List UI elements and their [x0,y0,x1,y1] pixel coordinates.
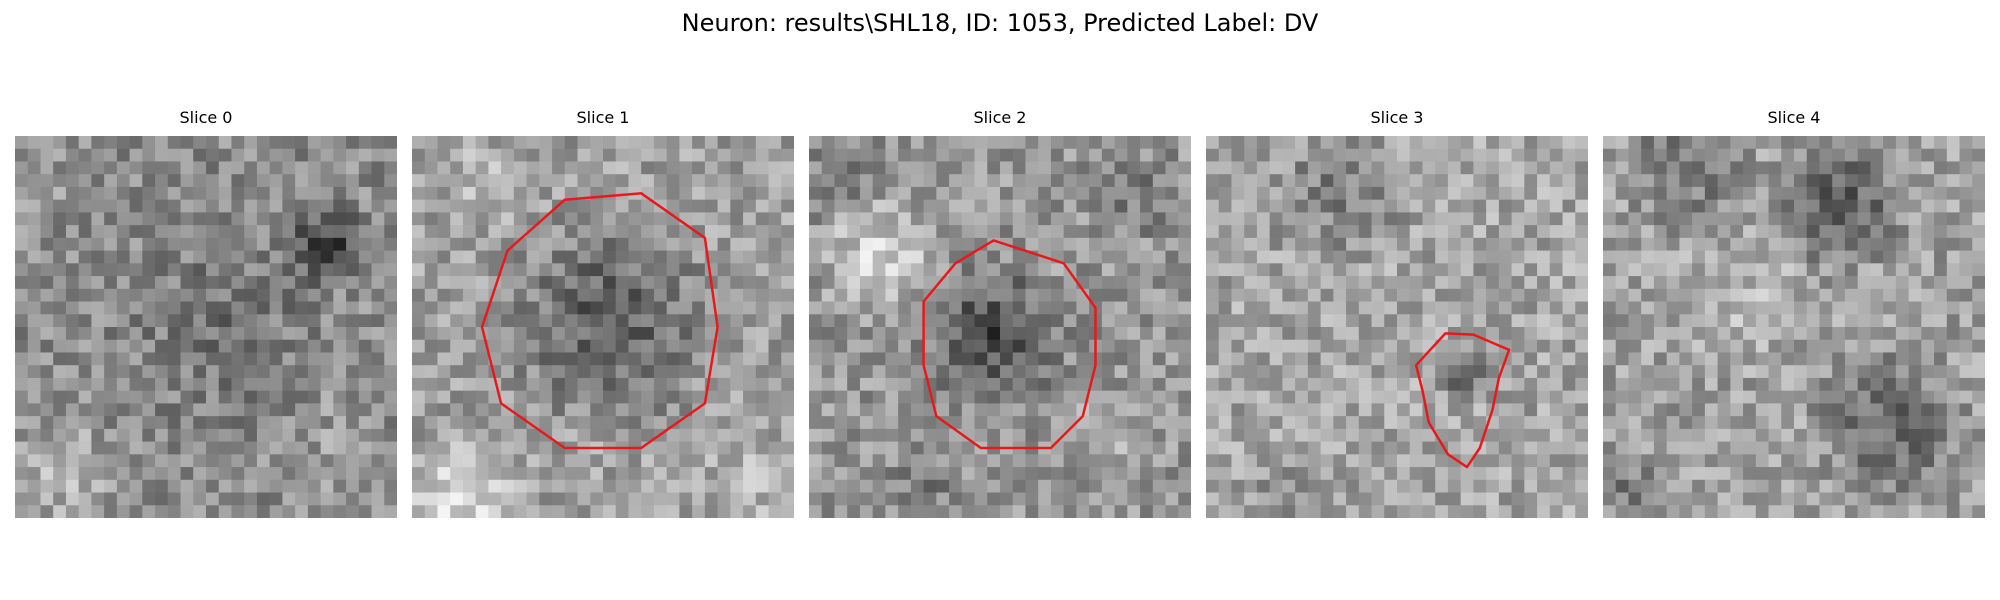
slice-title-3: Slice 3 [1370,108,1424,127]
segmentation-contour-2 [922,239,1097,450]
slice-image-2 [809,136,1191,518]
slice-panel-2: Slice 2 [809,108,1191,518]
slice-title-0: Slice 0 [179,108,233,127]
slice-panel-1: Slice 1 [412,108,794,518]
slice-svg-1 [412,136,794,518]
slice-panel-0: Slice 0 [15,108,397,518]
slice-panel-3: Slice 3 [1206,108,1588,518]
slice-svg-3 [1206,136,1588,518]
slice-image-3 [1206,136,1588,518]
slice-panel-4: Slice 4 [1603,108,1985,518]
slice-title-2: Slice 2 [973,108,1027,127]
segmentation-contour-3 [1414,332,1511,469]
figure-title: Neuron: results\SHL18, ID: 1053, Predict… [681,9,1319,37]
slice-image-1 [412,136,794,518]
slice-title-1: Slice 1 [576,108,630,127]
slice-svg-0 [15,136,397,518]
segmentation-contour-1 [480,192,719,450]
slice-image-0 [15,136,397,518]
slice-svg-4 [1603,136,1985,518]
slice-image-4 [1603,136,1985,518]
slice-svg-2 [809,136,1191,518]
slice-title-4: Slice 4 [1767,108,1821,127]
